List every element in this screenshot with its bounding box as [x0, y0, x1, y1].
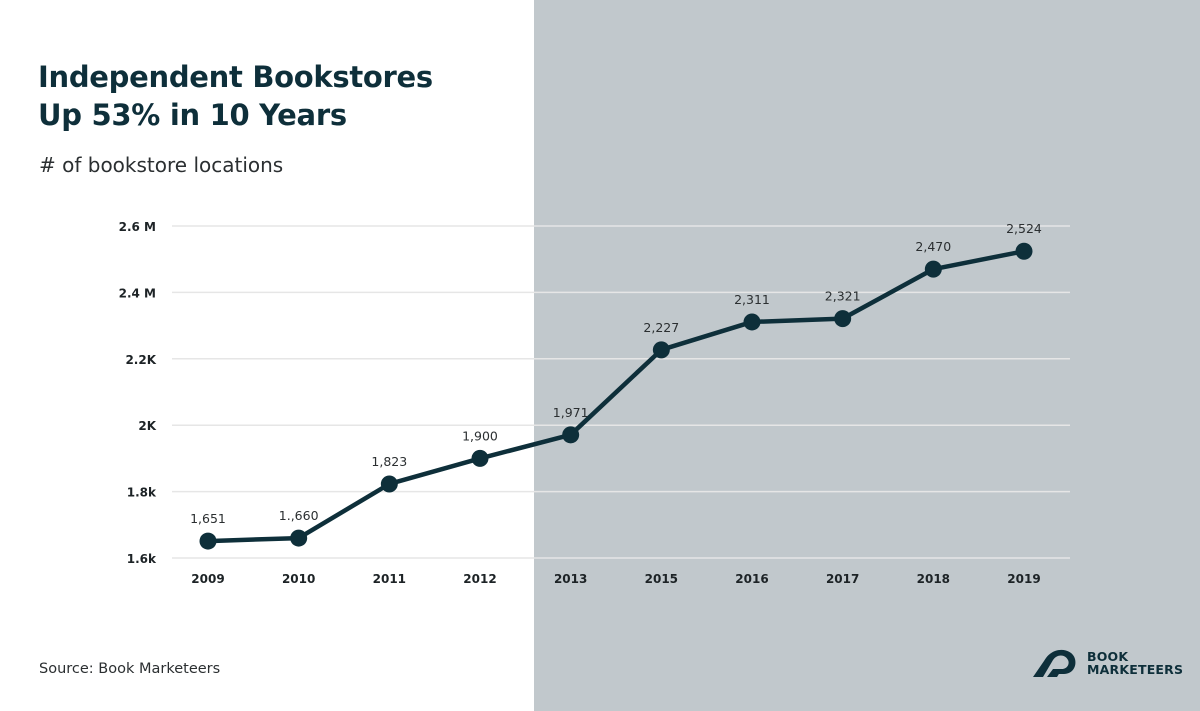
data-point — [199, 532, 217, 550]
y-tick-label: 1.6k — [127, 552, 157, 566]
logo-text-line-1: BOOK — [1087, 649, 1129, 664]
x-tick-label: 2017 — [826, 572, 859, 586]
y-tick-label: 2K — [138, 419, 156, 433]
book-marketeers-logo: BOOK MARKETEERS — [1031, 647, 1183, 679]
x-tick-label: 2013 — [554, 572, 587, 586]
x-tick-label: 2016 — [735, 572, 768, 586]
y-tick-label: 2.2K — [125, 353, 156, 367]
logo-mark-icon — [1033, 649, 1076, 677]
x-tick-label: 2019 — [1007, 572, 1040, 586]
logo-text-line-2: MARKETEERS — [1087, 662, 1184, 677]
data-label: 2,321 — [825, 289, 861, 304]
data-label: 2,227 — [643, 320, 679, 335]
data-point — [1015, 242, 1033, 260]
y-tick-label: 2.4 M — [119, 286, 156, 300]
shaded-background-panel — [534, 0, 1200, 711]
x-tick-label: 2011 — [373, 572, 406, 586]
x-tick-label: 2010 — [282, 572, 315, 586]
data-label: 1.,660 — [279, 508, 319, 523]
chart-title-line-2: Up 53% in 10 Years — [38, 98, 347, 132]
logo-wordmark: BOOK MARKETEERS — [1087, 650, 1183, 676]
chart-title-line-1: Independent Bookstores — [38, 60, 433, 94]
data-label: 1,823 — [371, 454, 407, 469]
x-tick-label: 2018 — [917, 572, 950, 586]
data-point — [743, 313, 761, 331]
data-label: 1,651 — [190, 511, 226, 526]
source-note: Source: Book Marketeers — [39, 661, 221, 677]
data-label: 2,311 — [734, 292, 770, 307]
data-point — [290, 529, 308, 547]
data-label: 2,470 — [915, 239, 951, 254]
data-point — [562, 426, 580, 444]
x-tick-label: 2015 — [645, 572, 678, 586]
data-label: 1,971 — [553, 405, 589, 420]
data-point — [834, 310, 852, 328]
y-tick-label: 1.8k — [127, 486, 157, 500]
y-tick-label: 2.6 M — [119, 220, 156, 234]
data-point — [380, 475, 398, 493]
x-tick-label: 2009 — [191, 572, 224, 586]
chart-subtitle: # of bookstore locations — [39, 153, 284, 177]
data-point — [924, 260, 942, 278]
chart-title: Independent Bookstores Up 53% in 10 Year… — [38, 58, 433, 134]
series-line — [205, 248, 1027, 544]
data-label: 1,900 — [462, 428, 498, 443]
x-tick-label: 2012 — [463, 572, 496, 586]
data-point — [652, 341, 670, 359]
data-point — [471, 449, 489, 467]
data-label: 2,524 — [1006, 221, 1042, 236]
